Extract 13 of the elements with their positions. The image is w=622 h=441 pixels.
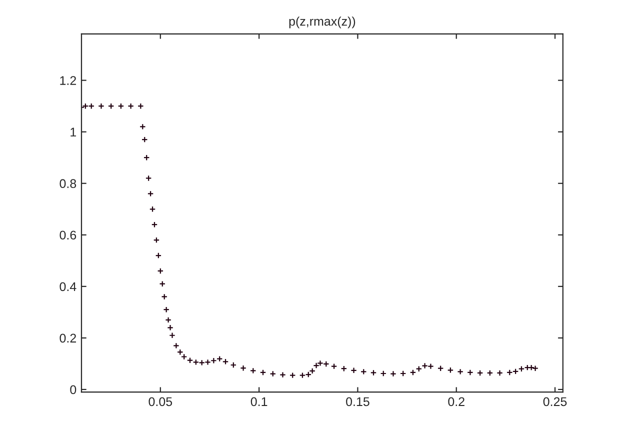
y-tick-label: 0.4 <box>60 282 76 292</box>
y-tick-label: 0 <box>70 385 76 394</box>
x-tick-label: 0.15 <box>346 397 370 406</box>
chart-title: p(z,rmax(z)) <box>289 16 356 28</box>
y-tick-label: 0.2 <box>60 334 76 343</box>
x-tick-label: 0.25 <box>543 397 567 406</box>
y-tick-label: 0.6 <box>60 230 76 240</box>
x-tick-label: 0.2 <box>448 397 464 406</box>
y-tick-label: 1.2 <box>60 76 76 85</box>
x-tick-label: 0.05 <box>148 397 172 406</box>
y-tick-label: 1 <box>70 128 76 136</box>
y-tick-label: 0.8 <box>60 179 76 188</box>
x-tick-label: 0.1 <box>250 397 268 406</box>
